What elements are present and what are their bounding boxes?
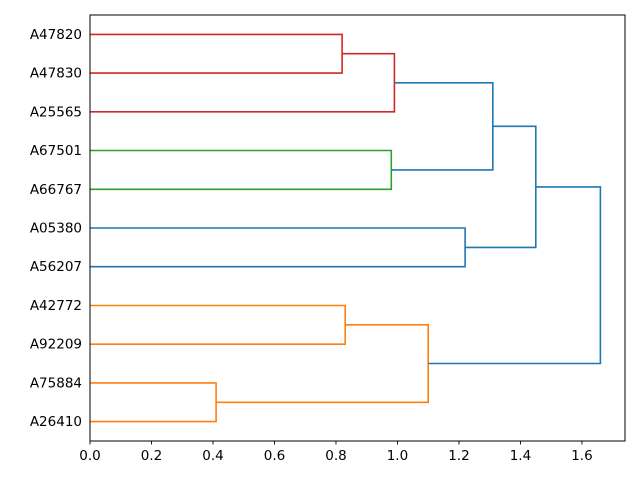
axes-frame [89,14,626,442]
leaf-label-A26410: A26410 [30,414,82,430]
x-tick-label-1.6: 1.6 [571,448,592,464]
dendrogram-link-m8 [216,324,429,404]
x-tick-label-1.0: 1.0 [387,448,408,464]
leaf-label-A05380: A05380 [30,221,82,237]
leaf-label-A47830: A47830 [30,66,82,82]
dendrogram-link-m1 [90,52,396,113]
dendrogram-link-m6 [90,304,346,345]
leaf-label-A75884: A75884 [30,375,82,391]
leaf-label-A66767: A66767 [30,182,82,198]
dendrogram-link-m5 [465,125,537,249]
x-tick-label-0.2: 0.2 [141,448,162,464]
x-tick-label-0.8: 0.8 [325,448,346,464]
dendrogram-link-m2 [90,149,393,191]
leaf-label-A47820: A47820 [30,27,82,43]
x-tick-label-0.0: 0.0 [79,448,100,464]
leaf-label-A67501: A67501 [30,143,82,159]
dendrogram-link-m7 [90,382,217,423]
leaf-label-A56207: A56207 [30,259,82,275]
leaf-label-A25565: A25565 [30,104,82,120]
dendrogram-link-m9 [428,186,602,365]
x-tick-label-0.6: 0.6 [264,448,285,464]
leaf-label-A42772: A42772 [30,298,82,314]
x-tick-label-0.4: 0.4 [202,448,223,464]
dendrogram-link-m0 [90,33,343,74]
x-tick-label-1.2: 1.2 [448,448,469,464]
dendrogram-link-m3 [391,82,494,171]
leaf-label-A92209: A92209 [30,337,82,353]
x-tick-label-1.4: 1.4 [510,448,531,464]
dendrogram-link-m4 [90,227,466,268]
